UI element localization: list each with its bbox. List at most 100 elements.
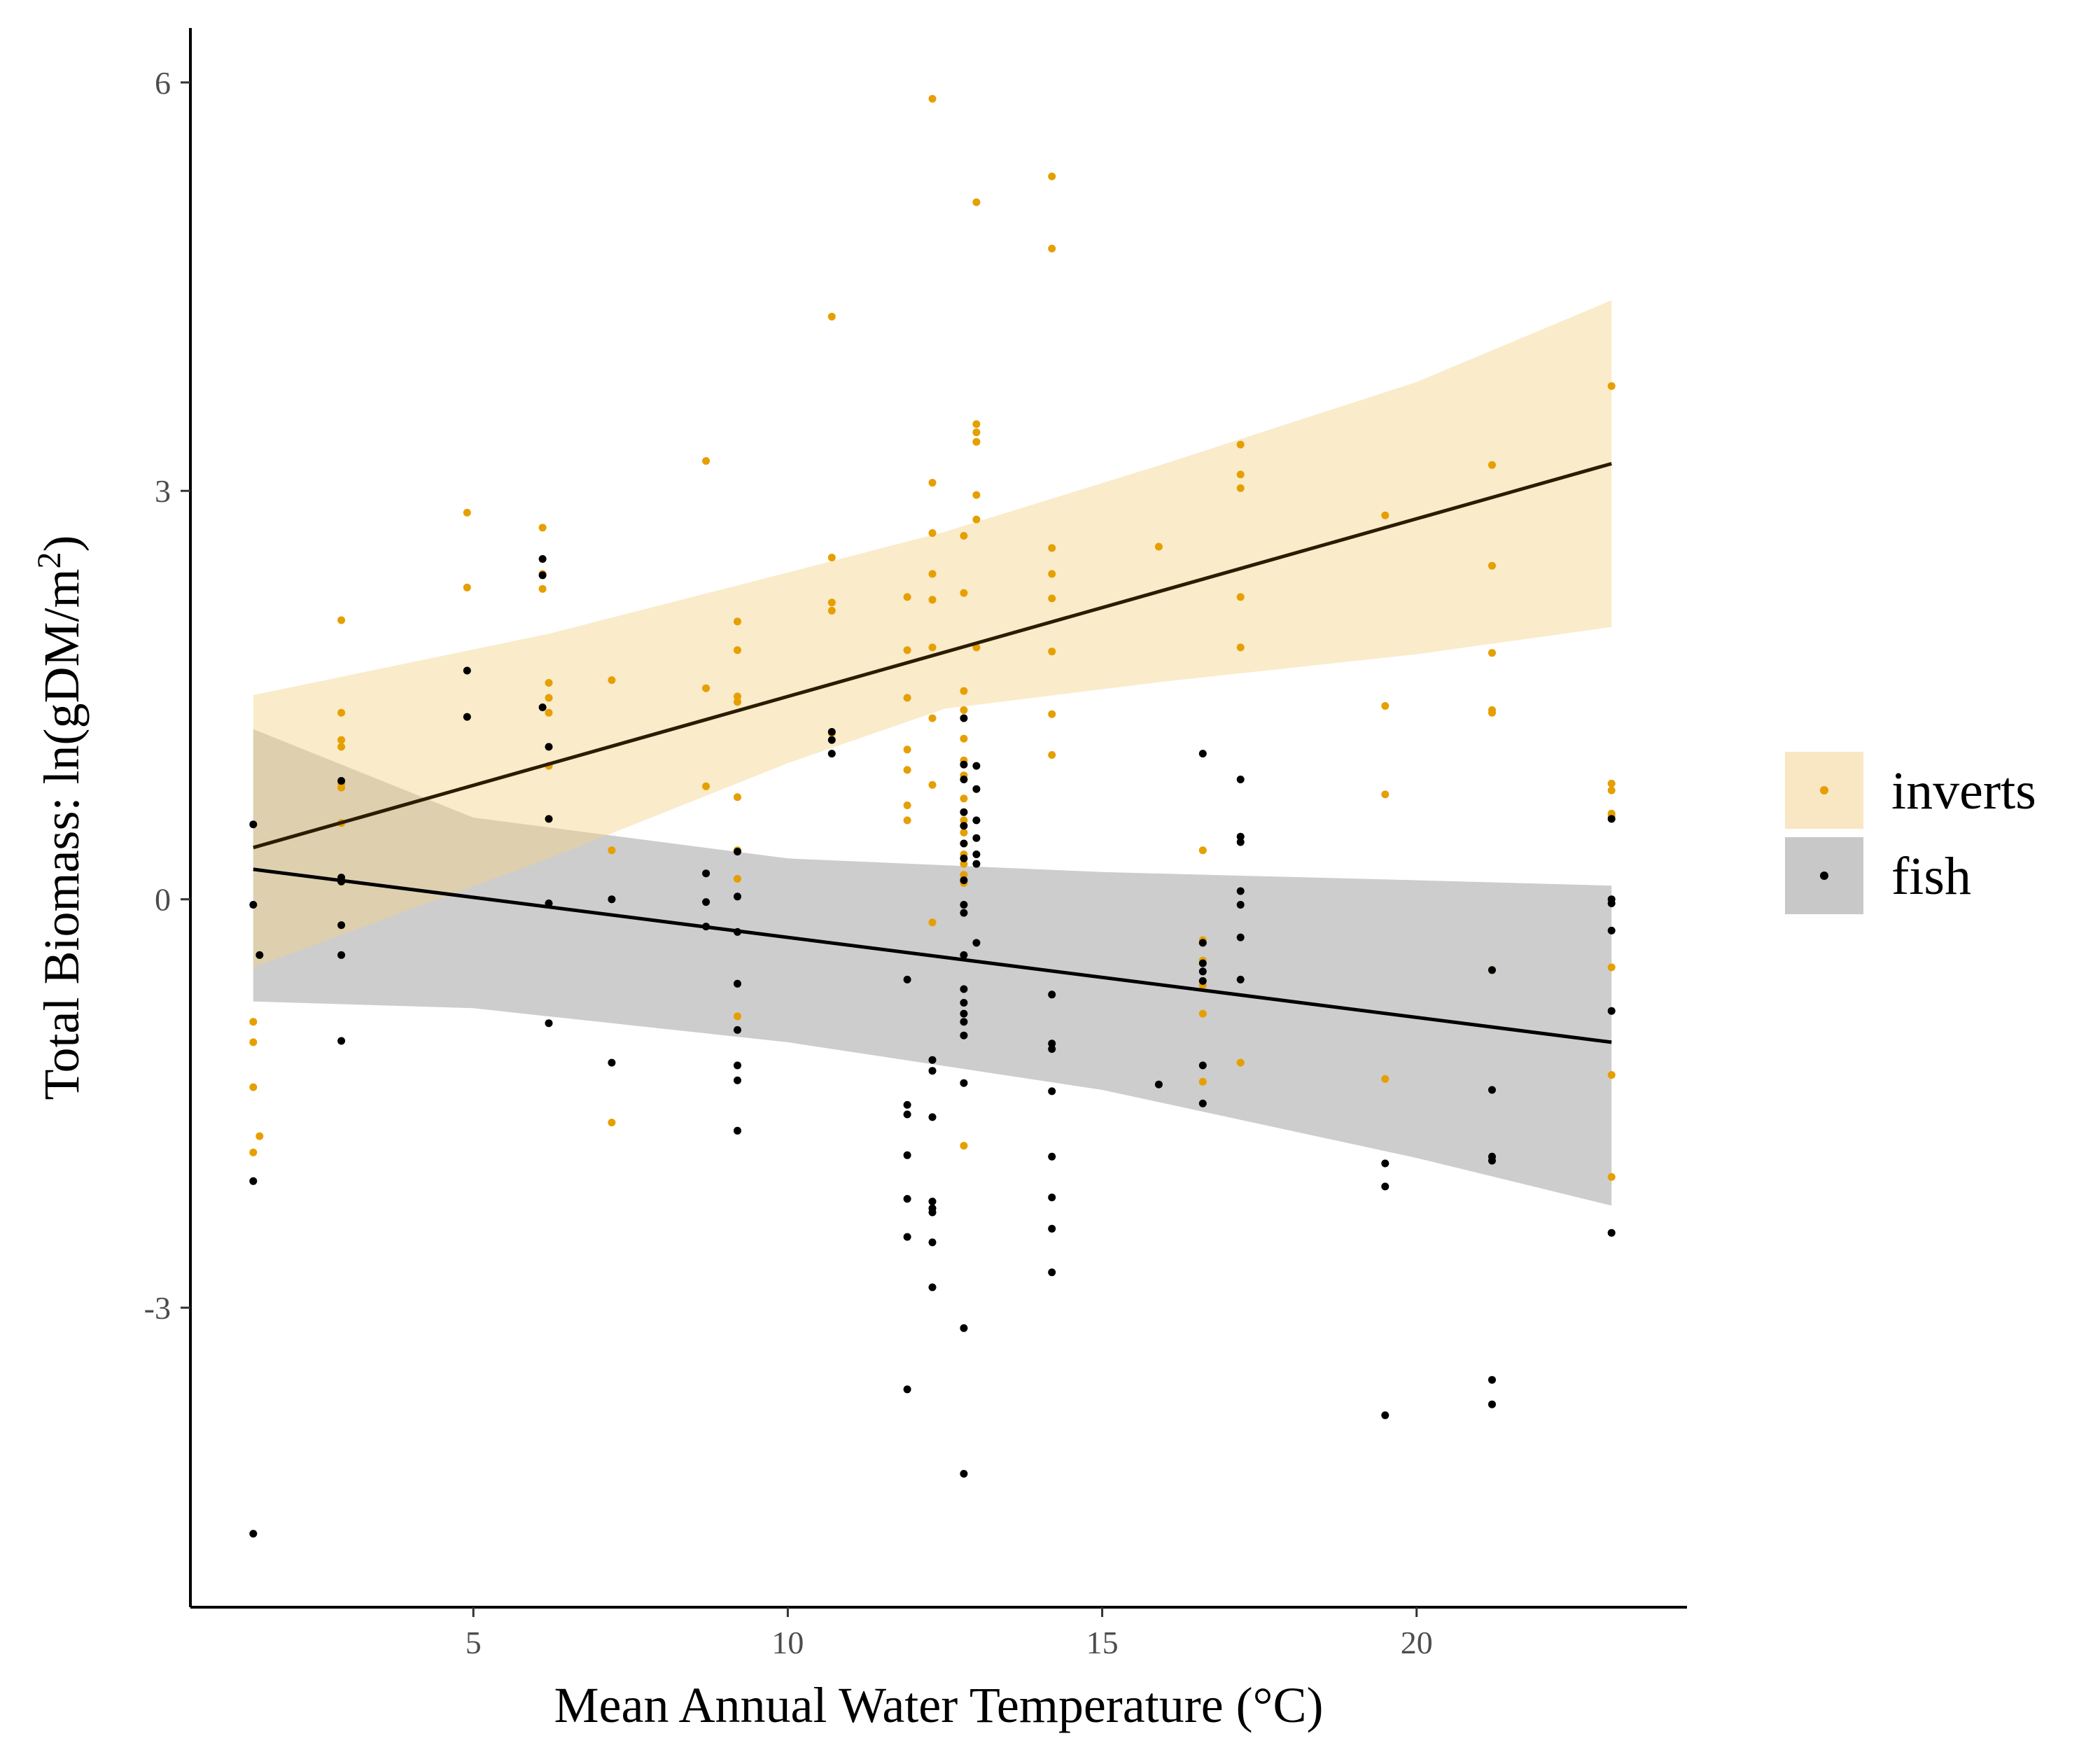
fit-line-inverts — [253, 461, 1612, 850]
point-inverts — [1048, 751, 1056, 759]
point-fish — [1198, 939, 1207, 947]
point-fish — [960, 999, 968, 1007]
point-inverts — [734, 1012, 741, 1021]
point-inverts — [337, 743, 346, 751]
point-inverts — [1198, 846, 1207, 855]
point-fish — [337, 777, 346, 785]
point-inverts — [1488, 649, 1496, 657]
point-fish — [928, 1208, 937, 1217]
y-tick-label: -3 — [144, 1290, 171, 1326]
point-fish — [903, 1100, 911, 1109]
point-fish — [249, 1177, 258, 1185]
point-fish — [702, 869, 710, 878]
point-fish — [1048, 1268, 1056, 1277]
point-inverts — [960, 734, 968, 743]
point-inverts — [928, 643, 937, 652]
point-fish — [1198, 976, 1207, 985]
point-fish — [972, 850, 981, 858]
point-inverts — [1236, 484, 1245, 492]
fit-line-fish — [253, 867, 1612, 1044]
point-inverts — [1236, 643, 1245, 652]
point-fish — [960, 776, 968, 783]
point-fish — [1488, 1156, 1496, 1165]
point-inverts — [1607, 1172, 1616, 1181]
point-fish — [972, 860, 981, 868]
point-inverts — [463, 583, 471, 592]
point-inverts — [903, 646, 911, 654]
point-fish — [734, 848, 741, 856]
point-fish — [903, 1151, 911, 1159]
confidence-bands — [253, 300, 1612, 1206]
point-inverts — [827, 606, 836, 615]
point-fish — [1198, 1061, 1207, 1070]
point-fish — [1048, 990, 1056, 999]
point-inverts — [960, 816, 968, 825]
point-fish — [734, 1061, 741, 1070]
point-inverts — [1488, 708, 1496, 717]
point-fish — [608, 895, 616, 904]
point-inverts — [337, 783, 346, 792]
point-inverts — [1048, 544, 1056, 552]
point-inverts — [827, 312, 836, 321]
point-inverts — [1236, 593, 1245, 601]
point-fish — [903, 1110, 911, 1119]
point-fish — [255, 951, 264, 959]
x-tick-label: 15 — [1086, 1625, 1119, 1660]
point-fish — [928, 1067, 937, 1075]
point-fish — [1048, 1087, 1056, 1096]
point-fish — [545, 743, 553, 751]
point-inverts — [1607, 382, 1616, 390]
point-fish — [1236, 838, 1245, 846]
point-inverts — [734, 692, 741, 701]
point-fish — [337, 921, 346, 930]
fit-lines — [253, 461, 1612, 1044]
point-inverts — [255, 1132, 264, 1140]
point-inverts — [608, 676, 616, 685]
point-fish — [960, 985, 968, 993]
point-inverts — [972, 420, 981, 428]
point-fish — [1048, 1045, 1056, 1054]
point-fish — [972, 816, 981, 825]
point-inverts — [734, 875, 741, 883]
plot-panel — [249, 94, 1616, 1538]
point-fish — [1381, 1182, 1390, 1191]
point-inverts — [903, 593, 911, 601]
point-inverts — [734, 698, 741, 706]
point-fish — [463, 713, 471, 721]
point-inverts — [928, 570, 937, 578]
point-inverts — [545, 708, 553, 717]
point-fish — [960, 808, 968, 816]
point-fish — [960, 909, 968, 917]
point-inverts — [960, 794, 968, 803]
point-inverts — [1488, 461, 1496, 469]
point-fish — [827, 728, 836, 736]
point-fish — [960, 1018, 968, 1026]
point-fish — [960, 1009, 968, 1018]
point-inverts — [960, 706, 968, 714]
x-axis-ticks: 5 10 15 20 — [465, 1607, 1433, 1660]
point-inverts — [1381, 511, 1390, 519]
point-inverts — [928, 479, 937, 487]
point-fish — [1236, 887, 1245, 895]
y-axis-title-close: ) — [34, 536, 90, 552]
point-fish — [734, 1026, 741, 1034]
point-fish — [1198, 1099, 1207, 1107]
point-inverts — [249, 1148, 258, 1156]
point-fish — [928, 1056, 937, 1064]
legend-point-fish — [1820, 872, 1828, 880]
point-inverts — [337, 708, 346, 717]
point-inverts — [960, 871, 968, 879]
legend-item-fish: fish — [1785, 837, 1971, 914]
point-inverts — [827, 554, 836, 561]
point-inverts — [972, 198, 981, 206]
point-fish — [928, 1283, 937, 1292]
point-fish — [1488, 1086, 1496, 1094]
point-fish — [903, 1385, 911, 1394]
point-inverts — [702, 457, 710, 465]
point-fish — [972, 762, 981, 770]
point-inverts — [249, 1038, 258, 1046]
point-inverts — [734, 793, 741, 802]
point-inverts — [1048, 244, 1056, 253]
point-fish — [1236, 776, 1245, 783]
